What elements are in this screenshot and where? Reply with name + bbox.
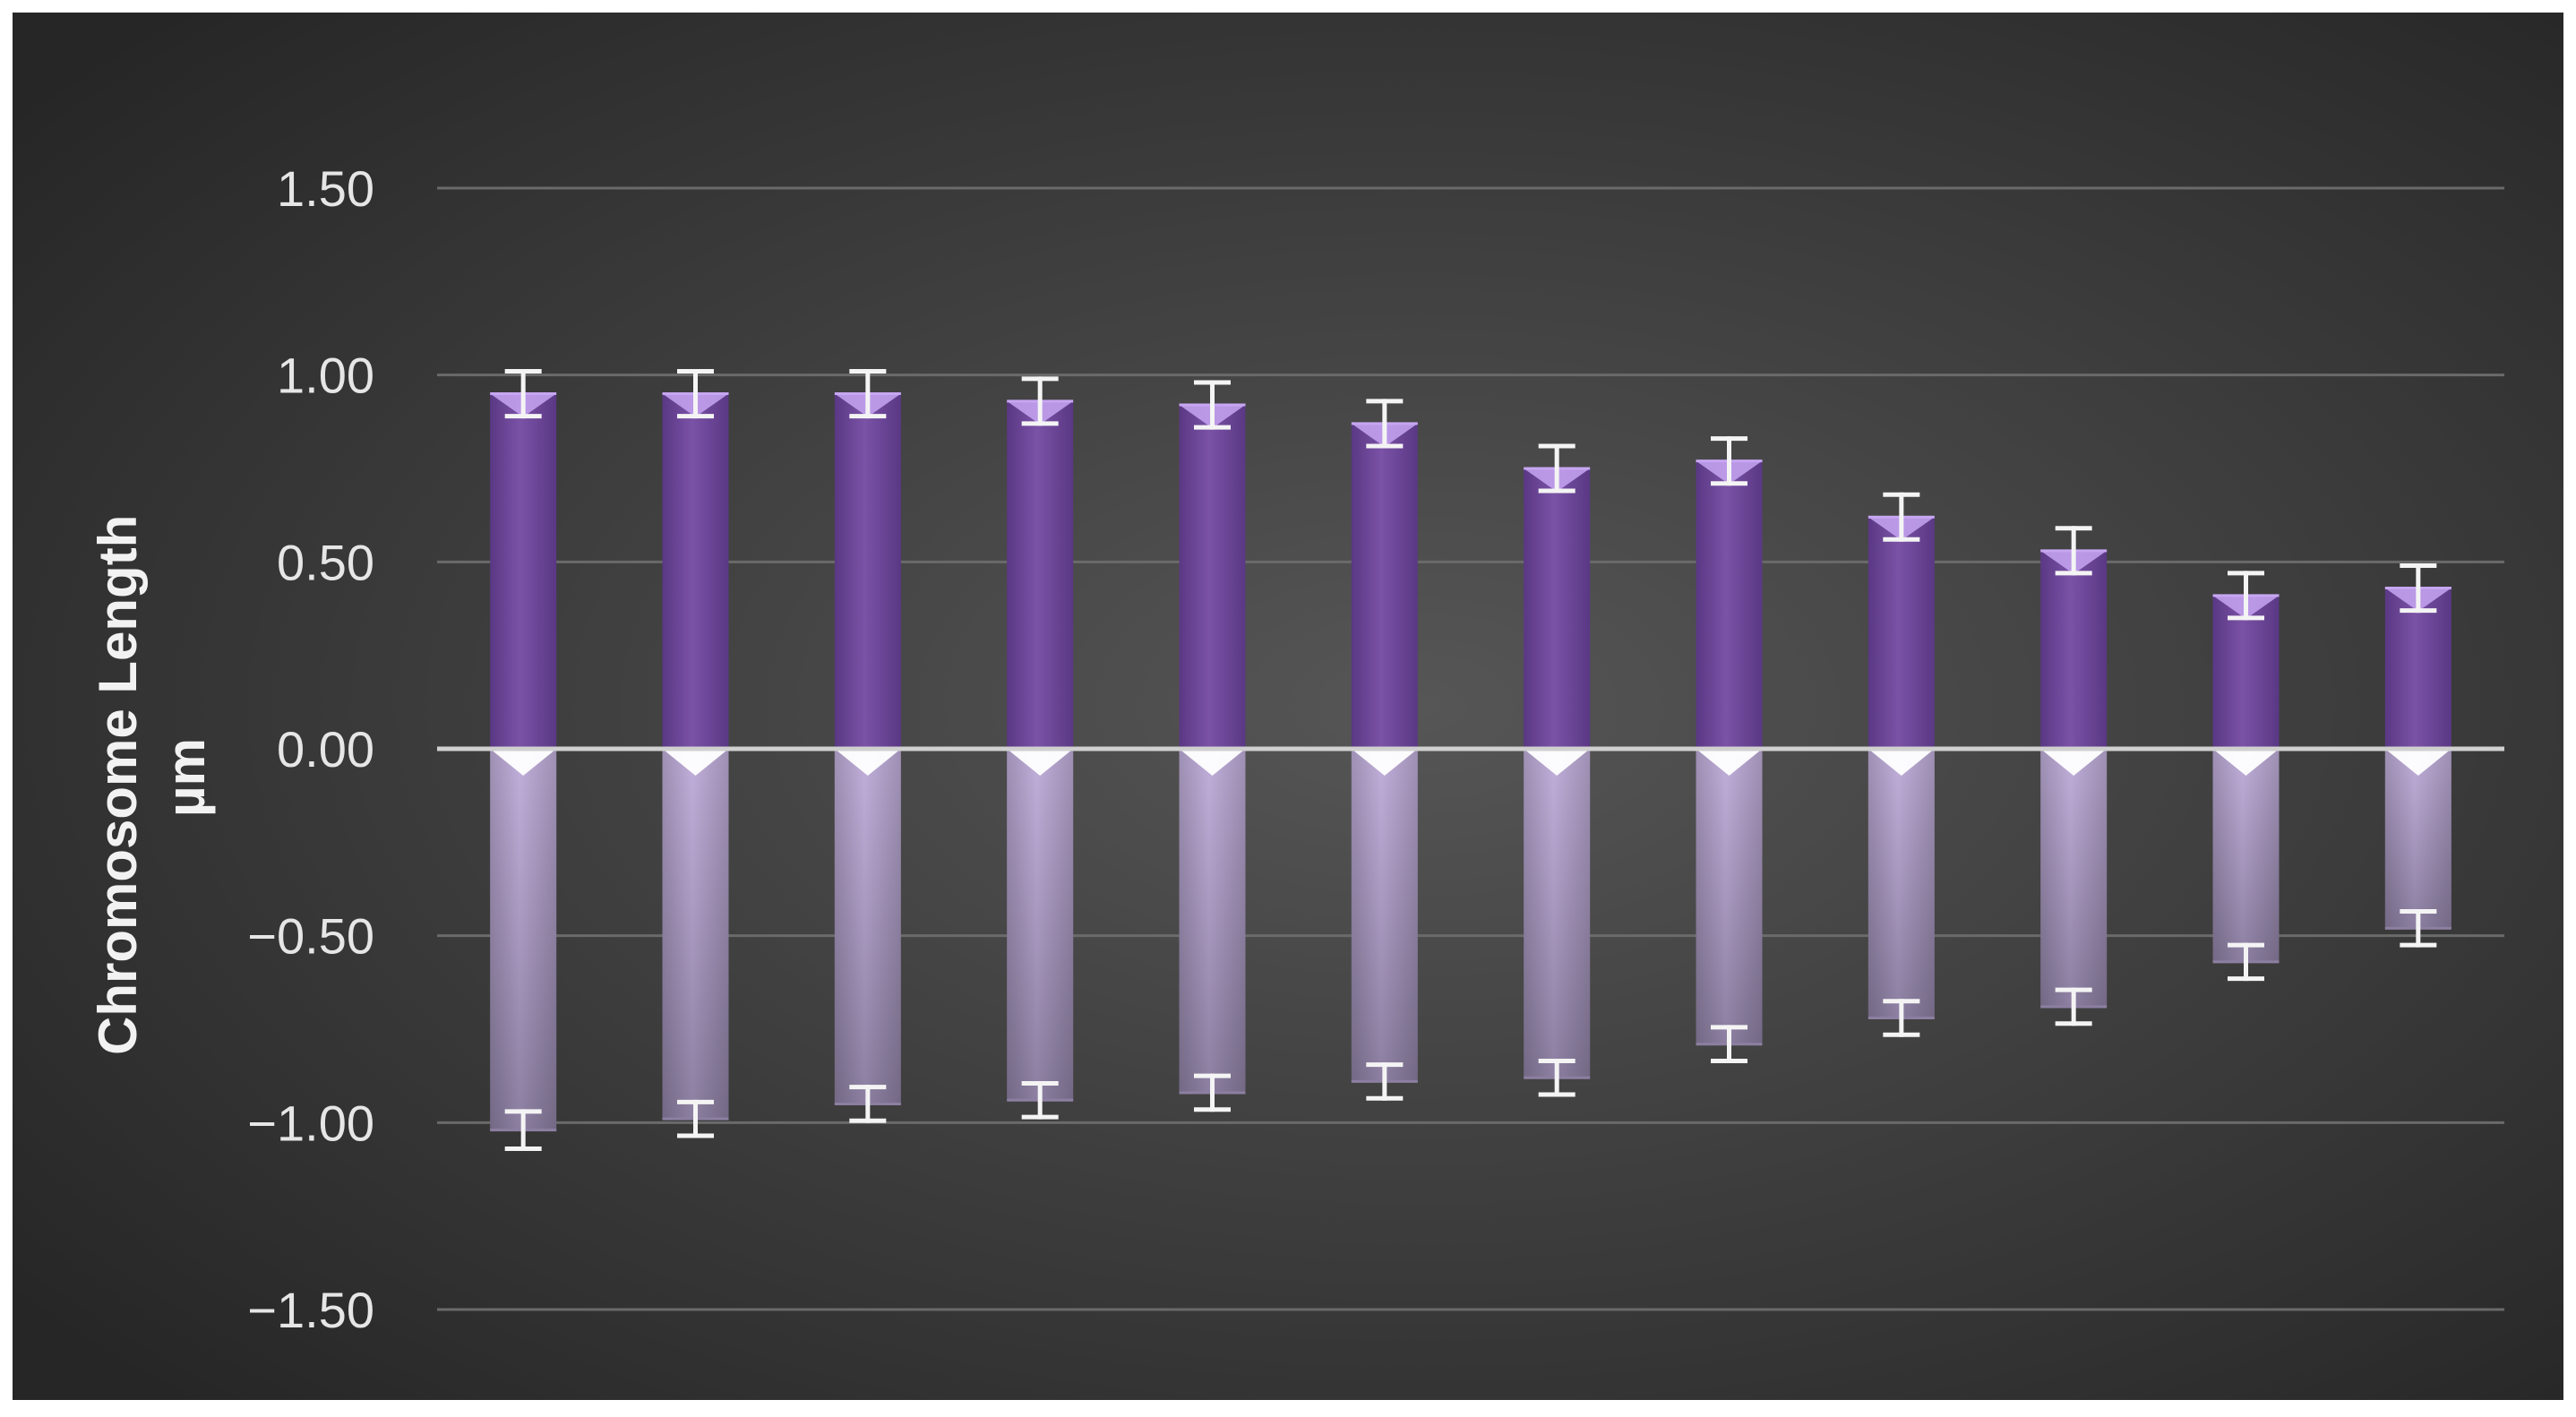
error-bars: [504, 368, 2437, 1152]
negative-bar: [1524, 749, 1591, 1079]
plot-background: [13, 13, 2563, 1400]
negative-bar: [1179, 749, 1246, 1095]
positive-bar: [834, 392, 901, 749]
error-bar: [1883, 999, 1920, 1037]
positive-bar: [1868, 515, 1935, 749]
negative-bar: [2040, 749, 2108, 1009]
error-bar: [849, 368, 887, 419]
error-bar: [677, 1099, 714, 1138]
error-bar: [1538, 443, 1576, 494]
y-tick-label: 0.50: [277, 534, 374, 590]
error-bar: [1883, 492, 1920, 542]
y-tick-label: 1.00: [277, 348, 374, 404]
positive-bar: [1007, 399, 1074, 749]
positive-bar: [490, 392, 557, 749]
y-axis-title-line-2: µm: [156, 738, 216, 817]
positive-bar: [1524, 467, 1591, 749]
error-bar: [2055, 987, 2092, 1026]
bars: [490, 392, 2451, 1132]
error-bar: [504, 1109, 542, 1152]
error-bar: [849, 1085, 887, 1123]
error-bar: [1021, 1081, 1059, 1120]
y-tick-label: 0.00: [277, 721, 374, 777]
positive-bar: [1351, 422, 1418, 749]
positive-bar: [1696, 459, 1763, 749]
error-bar: [2055, 526, 2092, 576]
error-bar: [1021, 376, 1059, 426]
negative-bar: [1696, 749, 1763, 1046]
error-bar: [1366, 1062, 1404, 1101]
error-bar: [504, 368, 542, 419]
negative-bar: [1007, 749, 1074, 1102]
error-bar: [1711, 436, 1747, 486]
y-tick-label: −1.50: [247, 1282, 374, 1338]
error-bar: [2228, 942, 2264, 982]
error-bar: [1711, 1025, 1747, 1063]
error-bar: [1538, 1058, 1576, 1097]
negative-bar: [490, 749, 557, 1132]
positive-bar: [2040, 549, 2108, 749]
error-bar: [1194, 380, 1231, 430]
error-bar: [1366, 399, 1404, 449]
negative-bar: [662, 749, 729, 1121]
error-bar: [2400, 563, 2437, 614]
negative-bar: [2384, 749, 2451, 930]
y-tick-label: −1.00: [247, 1095, 374, 1151]
error-bar: [1194, 1073, 1231, 1112]
negative-bar: [1351, 749, 1418, 1083]
y-tick-label: −0.50: [247, 908, 374, 965]
error-bar: [677, 368, 714, 419]
error-bar: [2400, 909, 2437, 948]
y-axis-title: Chromosome Length µm: [88, 500, 216, 1055]
error-bar: [2228, 571, 2264, 621]
gridlines: [437, 186, 2504, 1311]
y-axis-title-line-1: Chromosome Length: [88, 515, 148, 1055]
positive-bar: [662, 392, 729, 749]
negative-bar: [2212, 749, 2280, 964]
positive-bar: [1179, 403, 1246, 749]
y-tick-label: 1.50: [277, 160, 374, 217]
negative-bar: [1868, 749, 1935, 1019]
negative-bar: [834, 749, 901, 1105]
y-axis-tick-labels: 1.50 1.00 0.50 0.00 −0.50 −1.00 −1.50: [247, 160, 374, 1338]
